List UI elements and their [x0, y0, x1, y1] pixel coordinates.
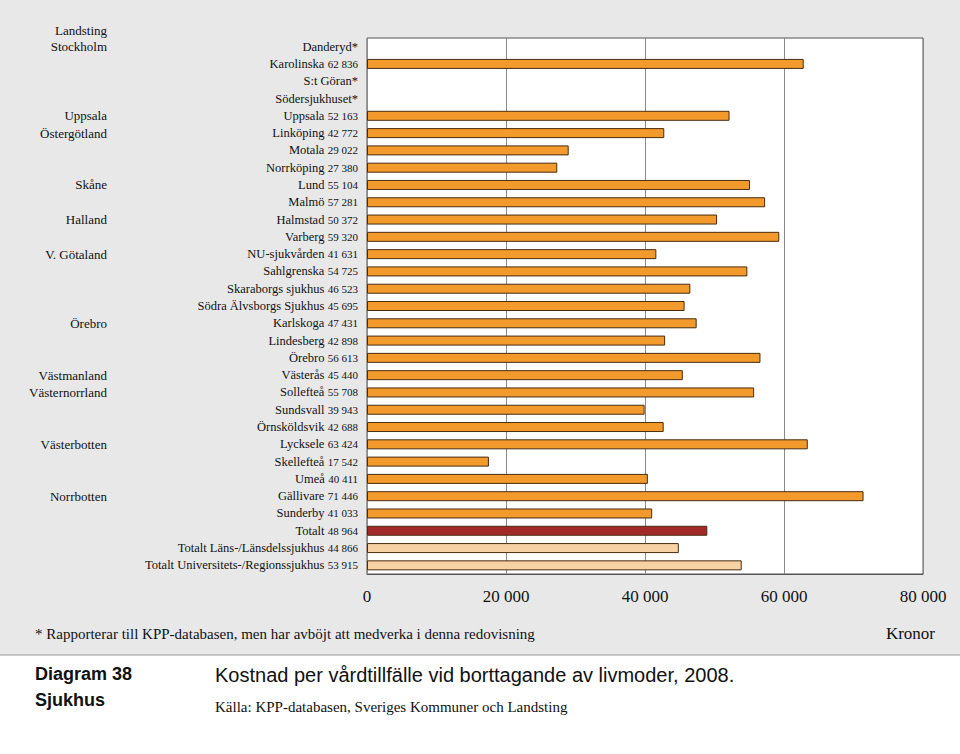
svg-text:Skaraborgs sjukhus: Skaraborgs sjukhus: [227, 282, 324, 296]
svg-text:Motala: Motala: [289, 143, 325, 157]
svg-text:Stockholm: Stockholm: [51, 39, 107, 54]
svg-text:Västmanland: Västmanland: [38, 368, 107, 383]
svg-text:Uppsala: Uppsala: [64, 108, 107, 123]
svg-text:Sahlgrenska: Sahlgrenska: [263, 264, 325, 278]
svg-text:Malmö: Malmö: [288, 195, 324, 209]
svg-text:47 431: 47 431: [328, 317, 358, 329]
svg-text:56 613: 56 613: [328, 352, 359, 364]
svg-text:63 424: 63 424: [328, 438, 359, 450]
svg-text:Lund: Lund: [298, 178, 325, 192]
svg-text:62 836: 62 836: [328, 58, 359, 70]
svg-text:Karolinska: Karolinska: [270, 57, 325, 71]
svg-text:* Rapporterar till KPP-databas: * Rapporterar till KPP-databasen, men ha…: [35, 626, 535, 642]
svg-text:Karlskoga: Karlskoga: [273, 316, 325, 330]
svg-text:Umeå: Umeå: [295, 472, 325, 486]
svg-text:Landsting: Landsting: [55, 23, 107, 38]
svg-text:Diagram 38: Diagram 38: [35, 664, 132, 684]
svg-text:Kostnad per vårdtillfälle vid: Kostnad per vårdtillfälle vid borttagand…: [215, 664, 734, 686]
svg-text:42 688: 42 688: [328, 421, 359, 433]
svg-text:27 380: 27 380: [328, 162, 359, 174]
svg-text:Totalt: Totalt: [295, 524, 325, 538]
svg-text:Skåne: Skåne: [75, 177, 107, 192]
svg-text:17 542: 17 542: [328, 456, 358, 468]
svg-text:Totalt Universitets-/Regionssj: Totalt Universitets-/Regionssjukhus: [145, 558, 324, 572]
svg-text:Linköping: Linköping: [272, 126, 325, 140]
svg-text:Örebro: Örebro: [289, 351, 324, 365]
svg-text:Örebro: Örebro: [70, 316, 107, 331]
svg-text:Varberg: Varberg: [285, 230, 325, 244]
svg-text:V. Götaland: V. Götaland: [45, 247, 107, 262]
svg-text:Gällivare: Gällivare: [278, 489, 325, 503]
svg-text:Västerås: Västerås: [281, 368, 324, 382]
svg-text:55 104: 55 104: [328, 179, 359, 191]
svg-text:S:t Göran*: S:t Göran*: [303, 74, 358, 88]
svg-text:46 523: 46 523: [328, 283, 359, 295]
svg-text:41 033: 41 033: [328, 507, 359, 519]
svg-text:20 000: 20 000: [483, 587, 530, 606]
svg-text:44 866: 44 866: [328, 542, 359, 554]
svg-text:Lycksele: Lycksele: [280, 437, 325, 451]
svg-text:Uppsala: Uppsala: [283, 109, 324, 123]
svg-text:Danderyd*: Danderyd*: [302, 40, 358, 54]
svg-text:Norrköping: Norrköping: [266, 161, 325, 175]
svg-text:40 000: 40 000: [622, 587, 669, 606]
svg-text:Södra Älvsborgs Sjukhus: Södra Älvsborgs Sjukhus: [198, 299, 325, 313]
svg-text:40 411: 40 411: [328, 473, 358, 485]
svg-text:42 772: 42 772: [328, 127, 358, 139]
svg-text:50 372: 50 372: [328, 214, 358, 226]
svg-text:48 964: 48 964: [328, 525, 359, 537]
svg-text:42 898: 42 898: [328, 335, 359, 347]
svg-text:Sjukhus: Sjukhus: [35, 690, 105, 710]
svg-text:Sunderby: Sunderby: [276, 506, 325, 520]
svg-text:57 281: 57 281: [328, 196, 358, 208]
svg-text:60 000: 60 000: [761, 587, 808, 606]
svg-text:54 725: 54 725: [328, 265, 359, 277]
svg-text:Halland: Halland: [66, 212, 108, 227]
svg-text:Södersjukhuset*: Södersjukhuset*: [275, 92, 358, 106]
svg-text:0: 0: [363, 587, 372, 606]
svg-text:Totalt Läns-/Länsdelssjukhus: Totalt Läns-/Länsdelssjukhus: [178, 541, 325, 555]
svg-text:Örnsköldsvik: Örnsköldsvik: [257, 420, 325, 434]
svg-text:80 000: 80 000: [900, 587, 947, 606]
svg-text:39 943: 39 943: [328, 404, 359, 416]
svg-text:Västernorrland: Västernorrland: [29, 385, 107, 400]
svg-text:41 631: 41 631: [328, 248, 358, 260]
svg-text:Lindesberg: Lindesberg: [268, 334, 325, 348]
svg-text:53 915: 53 915: [328, 559, 359, 571]
svg-text:Sollefteå: Sollefteå: [280, 385, 325, 399]
svg-text:Västerbotten: Västerbotten: [41, 437, 108, 452]
svg-text:NU-sjukvården: NU-sjukvården: [247, 247, 325, 261]
svg-text:Skellefteå: Skellefteå: [274, 455, 324, 469]
svg-text:59 320: 59 320: [328, 231, 359, 243]
svg-text:Halmstad: Halmstad: [276, 213, 325, 227]
svg-text:Kronor: Kronor: [886, 624, 935, 643]
svg-text:29 022: 29 022: [328, 144, 358, 156]
svg-text:55 708: 55 708: [328, 386, 359, 398]
svg-text:45 440: 45 440: [328, 369, 359, 381]
svg-text:Källa: KPP-databasen, Sveriges: Källa: KPP-databasen, Sveriges Kommuner …: [215, 699, 568, 715]
svg-text:Norrbotten: Norrbotten: [50, 489, 108, 504]
svg-text:Östergötland: Östergötland: [40, 126, 107, 141]
svg-text:45 695: 45 695: [328, 300, 359, 312]
svg-text:Sundsvall: Sundsvall: [275, 403, 325, 417]
svg-text:52 163: 52 163: [328, 110, 359, 122]
svg-text:71 446: 71 446: [328, 490, 359, 502]
